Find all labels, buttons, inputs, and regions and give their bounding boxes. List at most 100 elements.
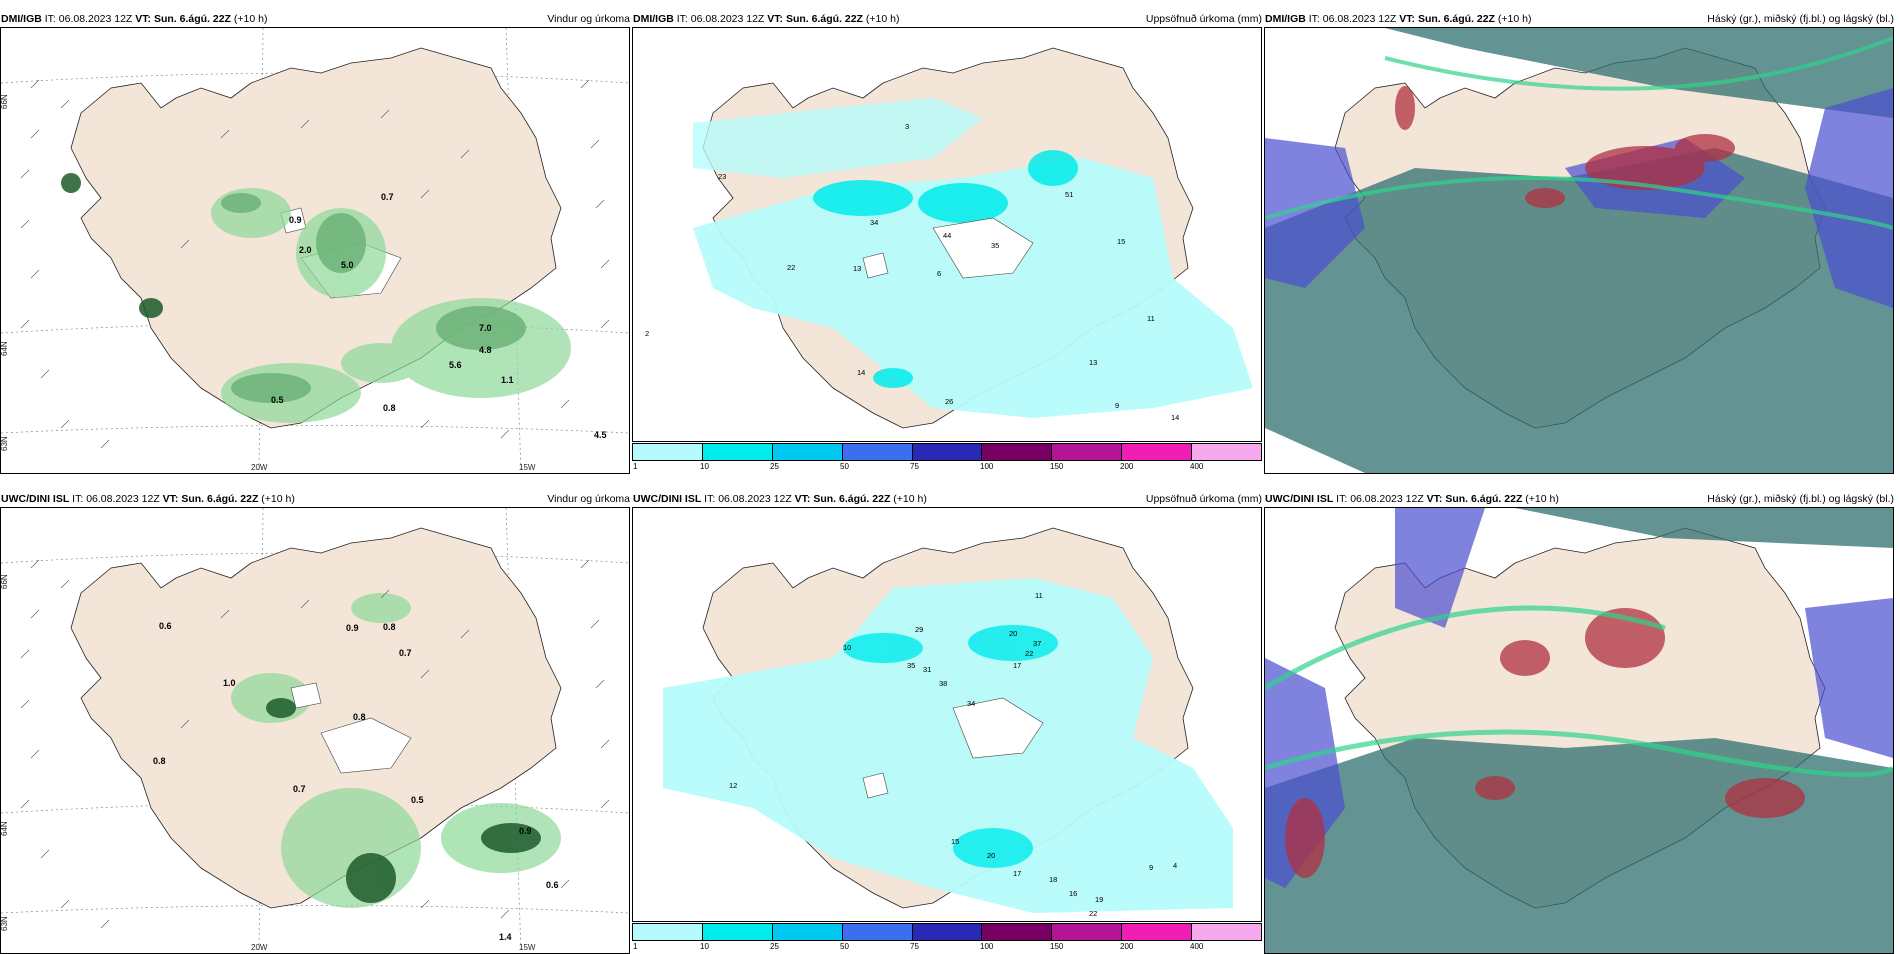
lat-label: 64N (1, 341, 9, 356)
colorbar-label: 1 (633, 462, 638, 471)
precip-value: 0.9 (519, 826, 532, 836)
field-name: Vindur og úrkoma (547, 493, 630, 505)
initial-time: 06.08.2023 12Z (58, 13, 133, 25)
valid-time: Sun. 6.ágú. 22Z (181, 493, 259, 505)
precip-value: 0.7 (381, 192, 394, 202)
precip-value: 0.8 (153, 756, 166, 766)
colorbar-label: 200 (1120, 942, 1134, 951)
colorbar-swatch (1052, 924, 1123, 940)
cloud-map (1265, 508, 1893, 953)
field-name: Háský (gr.), miðský (fj.bl.) og lágský (… (1707, 493, 1894, 505)
precip-value: 0.8 (383, 403, 396, 413)
panel-title: UWC/DINI ISL IT: 06.08.2023 12Z VT: Sun.… (632, 492, 1266, 507)
lead-time: (+10 h) (865, 13, 900, 25)
lon-label: 15W (519, 943, 536, 952)
precip-value: 0.5 (411, 795, 424, 805)
colorbar-label: 400 (1190, 942, 1204, 951)
precip-value: 9 (1115, 401, 1119, 410)
colorbar-swatch (1192, 444, 1262, 460)
valid-time: Sun. 6.ágú. 22Z (1445, 493, 1523, 505)
colorbar-swatch (982, 444, 1053, 460)
panel-title: DMI/IGB IT: 06.08.2023 12Z VT: Sun. 6.ág… (1264, 12, 1898, 27)
panel-uwc-wind-precip: UWC/DINI ISL IT: 06.08.2023 12Z VT: Sun.… (0, 492, 634, 954)
precip-value: 13 (853, 264, 861, 273)
precip-value: 34 (870, 218, 878, 227)
colorbar-swatch (1122, 444, 1193, 460)
precip-value: 20 (987, 851, 995, 860)
lat-label: 66N (1, 94, 9, 109)
initial-time: 06.08.2023 12Z (1322, 13, 1397, 25)
panel-uwc-clouds: UWC/DINI ISL IT: 06.08.2023 12Z VT: Sun.… (1264, 492, 1898, 954)
it-label: IT: (1336, 493, 1348, 505)
cloud-map (1265, 28, 1893, 473)
lon-label: 20W (251, 943, 268, 952)
it-label: IT: (704, 493, 716, 505)
colorbar-label: 150 (1050, 462, 1064, 471)
colorbar-label: 10 (700, 462, 709, 471)
vt-label: VT: (135, 13, 152, 25)
field-name: Uppsöfnuð úrkoma (mm) (1145, 13, 1262, 25)
precip-value: 7.0 (479, 323, 492, 333)
lead-time: (+10 h) (233, 13, 268, 25)
vt-label: VT: (162, 493, 179, 505)
wind-precip-map: 0.6 0.9 0.8 0.7 1.0 0.8 0.8 0.7 0.5 0.9 … (1, 508, 629, 953)
precip-value: 2.0 (299, 245, 312, 255)
it-label: IT: (44, 13, 56, 25)
precip-mid (813, 150, 1078, 388)
cloud-green-edge (1265, 36, 1893, 230)
precip-value: 35 (907, 661, 915, 670)
colorbar-swatch (1192, 924, 1262, 940)
cloud-high (1265, 28, 1893, 473)
precip-value: 0.7 (293, 784, 306, 794)
colorbar-swatch (1122, 924, 1193, 940)
precip-value: 11 (1147, 314, 1155, 323)
wind-precip-map: 0.7 0.9 2.0 5.0 7.0 4.8 5.6 0.8 0.5 1.1 … (1, 28, 629, 473)
panel-title: UWC/DINI ISL IT: 06.08.2023 12Z VT: Sun.… (1264, 492, 1898, 507)
panel-dmi-clouds: DMI/IGB IT: 06.08.2023 12Z VT: Sun. 6.ág… (1264, 12, 1898, 474)
precip-colorbar (632, 443, 1262, 461)
precip-value: 0.8 (383, 622, 396, 632)
precip-value: 38 (939, 679, 947, 688)
lat-label: 63N (1, 916, 9, 931)
initial-time: 06.08.2023 12Z (718, 493, 792, 505)
colorbar-labels: 1 10 25 50 75 100 150 200 400 (632, 942, 1262, 952)
panel-uwc-accum-precip: UWC/DINI ISL IT: 06.08.2023 12Z VT: Sun.… (632, 492, 1266, 951)
precip-value: 0.5 (271, 395, 284, 405)
map-frame: 0.6 0.9 0.8 0.7 1.0 0.8 0.8 0.7 0.5 0.9 … (0, 507, 630, 954)
precip-value: 18 (1049, 875, 1057, 884)
precip-value: 0.6 (159, 621, 172, 631)
precip-value: 26 (945, 397, 953, 406)
colorbar-swatch (912, 924, 983, 940)
panel-dmi-wind-precip: DMI/IGB IT: 06.08.2023 12Z VT: Sun. 6.ág… (0, 12, 634, 474)
precip-value: 0.7 (399, 648, 412, 658)
model-name: DMI/IGB (1, 13, 42, 25)
precip-value: 14 (1171, 413, 1179, 422)
lead-time: (+10 h) (1525, 493, 1559, 505)
precip-value: 51 (1065, 190, 1073, 199)
precip-value: 5.0 (341, 260, 354, 270)
precip-value: 44 (943, 231, 951, 240)
precip-values: 0.6 0.9 0.8 0.7 1.0 0.8 0.8 0.7 0.5 0.9 … (153, 621, 559, 942)
accum-precip-map: 3 23 34 44 35 51 15 22 13 6 11 13 14 26 … (645, 47, 1253, 429)
precip-dark (266, 698, 541, 903)
lead-time: (+10 h) (261, 493, 295, 505)
initial-time: 06.08.2023 12Z (86, 493, 160, 505)
precip-value: 10 (843, 643, 851, 652)
precip-value: 14 (857, 368, 865, 377)
precip-value: 23 (718, 172, 726, 181)
map-frame: 0.7 0.9 2.0 5.0 7.0 4.8 5.6 0.8 0.5 1.1 … (0, 27, 630, 474)
vt-label: VT: (1426, 493, 1443, 505)
precip-value: 22 (1089, 909, 1097, 918)
colorbar-label: 25 (770, 462, 779, 471)
precip-value: 15 (1117, 237, 1125, 246)
iceland-landmass (70, 527, 562, 909)
precip-mid (843, 625, 1058, 868)
precip-value: 0.9 (346, 623, 359, 633)
valid-time: Sun. 6.ágú. 22Z (1417, 13, 1495, 25)
it-label: IT: (676, 13, 688, 25)
precip-value: 4 (1173, 861, 1177, 870)
colorbar-label: 100 (980, 462, 994, 471)
colorbar-labels: 1 10 25 50 75 100 150 200 400 (632, 462, 1262, 472)
colorbar-label: 10 (700, 942, 709, 951)
precip-value: 37 (1033, 639, 1041, 648)
